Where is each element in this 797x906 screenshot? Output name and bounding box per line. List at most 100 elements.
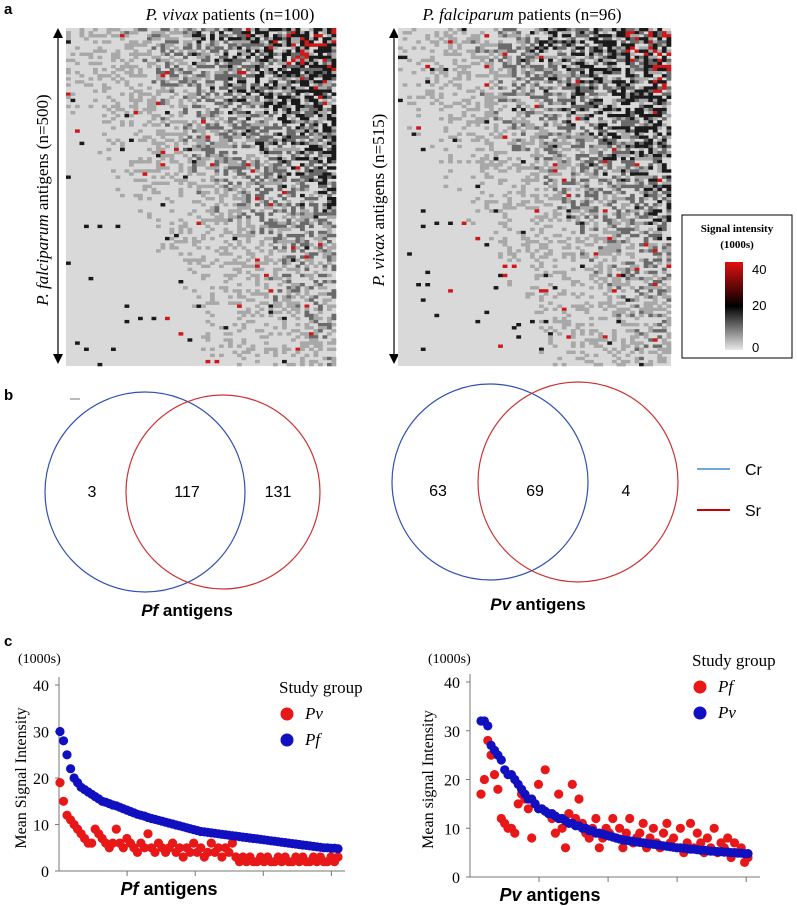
heatmap-left-cell [331,61,337,66]
heatmap-left-cell [129,43,134,47]
heatmap-right-cell [648,107,654,112]
heatmap-right-cell [429,101,435,106]
heatmap-left-cell [282,58,287,63]
heatmap-left-cell [66,261,71,265]
heatmap-left-cell [205,218,211,222]
heatmap-right-cell [411,101,417,106]
heatmap-right-cell [598,107,603,112]
heatmap-left-cell [156,218,161,222]
heatmap-left-cell [223,141,229,146]
heatmap-left-cell [174,141,179,146]
scatter-left-point-pf [66,764,76,774]
heatmap-left-cell [309,224,314,229]
heatmap-left-cell [295,347,301,351]
heatmap-right-cell [566,147,572,152]
heatmap-left-cell [286,43,292,47]
heatmap-left-cell [277,150,283,155]
heatmap-right-cell [630,31,635,35]
heatmap-right-cell [602,172,608,176]
heatmap-right-cell [584,209,590,213]
heatmap-right-cell [661,138,667,142]
heatmap-right-cell [639,206,644,210]
heatmap-right-cell [634,166,640,170]
heatmap-right-cell [443,67,449,72]
heatmap-left-cell [115,67,121,72]
heatmap-right-cell [575,86,581,90]
heatmap-left-cell [304,71,310,75]
heatmap-right-cell [616,31,622,35]
heatmap-right-cell [657,95,663,99]
heatmap-left-cell [174,31,179,35]
heatmap-left-cell [232,144,238,149]
heatmap-left-cell [228,212,233,216]
heatmap-left-cell [304,341,310,345]
heatmap-right-cell [616,350,622,354]
heatmap-left-cell [273,58,278,63]
heatmap-right-cell [443,31,449,35]
heatmap-right-cell [621,55,626,60]
heatmap-right-cell [661,249,667,253]
heatmap-right-cell [516,46,522,50]
heatmap-right-cell [470,95,476,99]
heatmap-right-cell [534,46,540,50]
heatmap-right-cell [570,49,576,53]
heatmap-right-cell [548,37,553,41]
heatmap-left-cell [142,92,148,96]
heatmap-right-cell [598,276,603,281]
heatmap-right-cell [566,43,572,47]
heatmap-right-cell [657,132,663,136]
heatmap-right-cell [543,307,549,311]
heatmap-left-cell [196,295,202,299]
heatmap-left-cell [160,150,166,155]
heatmap-left-cell [304,209,310,213]
heatmap-right-cell [470,154,476,158]
heatmap-left-cell [300,243,305,247]
heatmap-right-cell [625,227,631,232]
heatmap-left-cell [241,80,247,84]
heatmap-left-cell [313,49,319,53]
heatmap-left-cell [192,138,197,142]
heatmap-left-cell [223,129,229,133]
heatmap-right-cell [580,126,585,130]
heatmap-left-cell [331,141,337,146]
heatmap-right-cell [593,31,599,35]
heatmap-right-cell [493,77,499,81]
heatmap-right-cell [598,144,603,149]
heatmap-right-cell [461,104,467,109]
heatmap-left-cell [277,160,283,164]
heatmap-right-cell [561,187,567,192]
heatmap-right-cell [525,92,531,96]
heatmap-right-cell [648,286,654,290]
heatmap-right-cell [530,178,535,182]
heatmap-left-cell [232,64,238,69]
heatmap-left-cell [291,240,296,244]
heatmap-right-cell [534,64,540,69]
heatmap-left-cell [250,135,256,139]
heatmap-right-cell [484,310,490,315]
heatmap-right-cell [616,307,622,311]
heatmap-right-cell [561,178,567,182]
heatmap-right-cell [643,175,649,179]
heatmap-left-cell [241,111,247,115]
heatmap-right-cell [621,227,626,232]
heatmap-left-cell [313,344,319,348]
heatmap-left-cell [237,83,242,87]
heatmap-right-cell [557,49,563,53]
heatmap-right-cell [661,301,667,305]
heatmap-right-cell [534,147,540,152]
heatmap-left-cell [147,92,152,96]
heatmap-right-cell [457,132,462,136]
heatmap-left-cell [183,71,188,75]
heatmap-left-cell [291,212,296,216]
heatmap-left-cell [246,258,251,262]
heatmap-left-cell [147,98,152,103]
heatmap-left-cell [259,101,265,106]
heatmap-right-cell [639,144,644,149]
heatmap-left-cell [304,126,310,130]
heatmap-left-cell [246,190,251,195]
heatmap-right-cell [607,114,613,118]
heatmap-right-cell [643,138,649,142]
heatmap-left-cell [309,335,314,339]
heatmap-right-cell [589,37,594,41]
heatmap-right-cell [657,71,663,75]
